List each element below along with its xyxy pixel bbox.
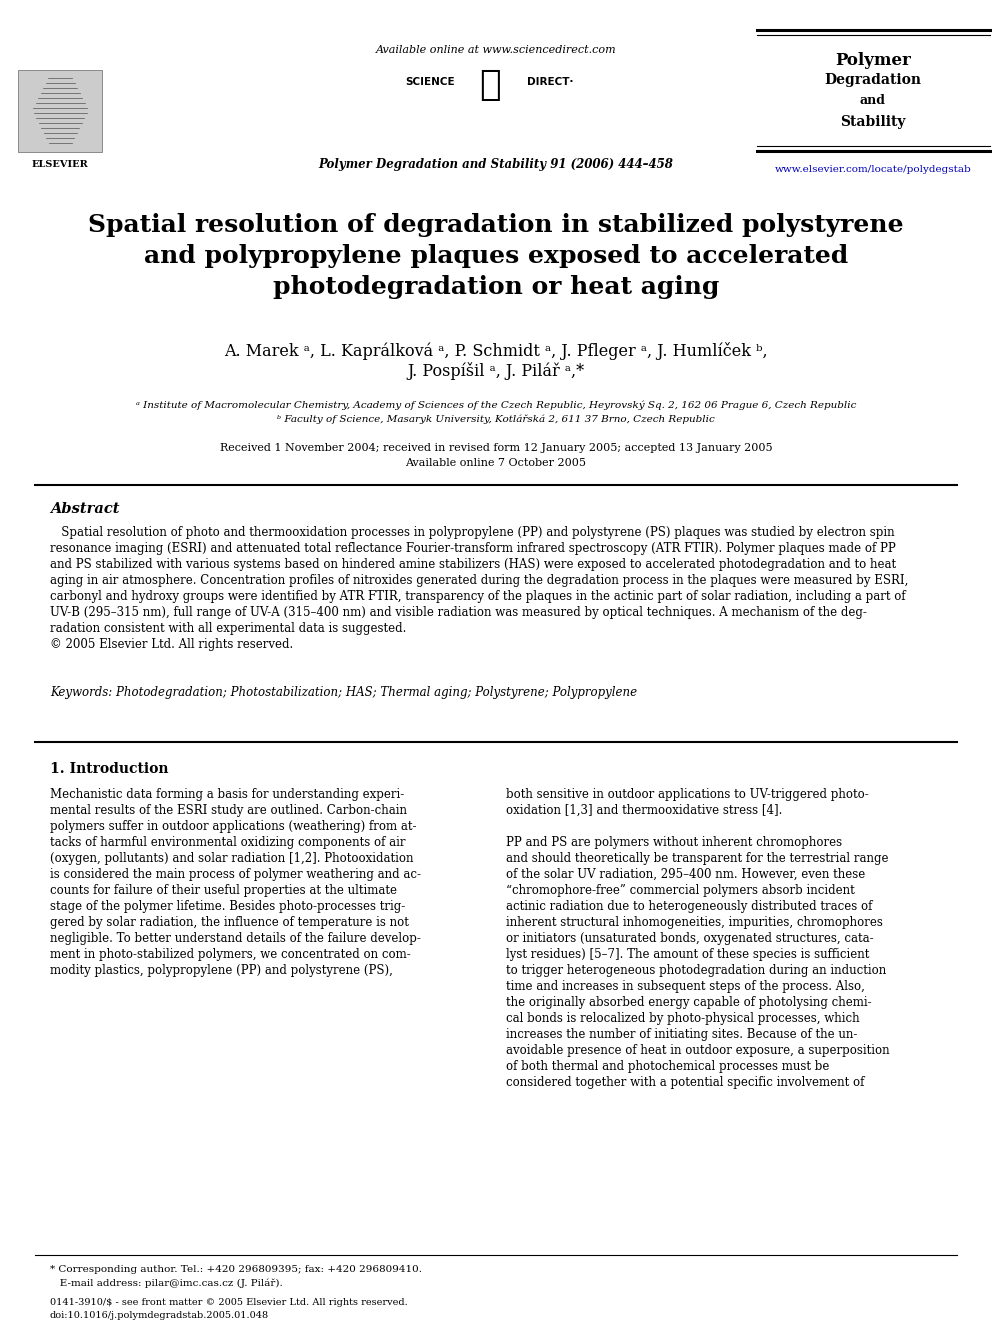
- Text: Degradation: Degradation: [824, 73, 922, 87]
- Text: Polymer Degradation and Stability 91 (2006) 444–458: Polymer Degradation and Stability 91 (20…: [318, 157, 674, 171]
- Text: A. Marek ᵃ, L. Kaprálková ᵃ, P. Schmidt ᵃ, J. Pfleger ᵃ, J. Humlíček ᵇ,: A. Marek ᵃ, L. Kaprálková ᵃ, P. Schmidt …: [224, 343, 768, 360]
- Text: * Corresponding author. Tel.: +420 296809395; fax: +420 296809410.: * Corresponding author. Tel.: +420 29680…: [50, 1265, 422, 1274]
- Text: Stability: Stability: [840, 115, 906, 130]
- Text: DIRECT·: DIRECT·: [527, 77, 573, 87]
- Text: ᵃ Institute of Macromolecular Chemistry, Academy of Sciences of the Czech Republ: ᵃ Institute of Macromolecular Chemistry,…: [136, 400, 856, 410]
- Text: 0141-3910/$ - see front matter © 2005 Elsevier Ltd. All rights reserved.: 0141-3910/$ - see front matter © 2005 El…: [50, 1298, 408, 1307]
- Text: and: and: [860, 94, 886, 107]
- Text: www.elsevier.com/locate/polydegstab: www.elsevier.com/locate/polydegstab: [775, 165, 971, 175]
- Text: both sensitive in outdoor applications to UV-triggered photo-
oxidation [1,3] an: both sensitive in outdoor applications t…: [506, 789, 890, 1089]
- Text: Mechanistic data forming a basis for understanding experi-
mental results of the: Mechanistic data forming a basis for und…: [50, 789, 421, 976]
- Text: Spatial resolution of degradation in stabilized polystyrene
and polypropylene pl: Spatial resolution of degradation in sta…: [88, 213, 904, 299]
- Text: Keywords: Photodegradation; Photostabilization; HAS; Thermal aging; Polystyrene;: Keywords: Photodegradation; Photostabili…: [50, 687, 637, 699]
- Text: ⓐ: ⓐ: [479, 67, 501, 102]
- Text: Polymer: Polymer: [835, 52, 911, 69]
- Text: Spatial resolution of photo and thermooxidation processes in polypropylene (PP) : Spatial resolution of photo and thermoox…: [50, 527, 909, 651]
- Text: E-mail address: pilar@imc.cas.cz (J. Pilář).: E-mail address: pilar@imc.cas.cz (J. Pil…: [50, 1279, 283, 1289]
- Text: Received 1 November 2004; received in revised form 12 January 2005; accepted 13 : Received 1 November 2004; received in re…: [219, 443, 773, 452]
- Text: J. Pospíšil ᵃ, J. Pilář ᵃ,*: J. Pospíšil ᵃ, J. Pilář ᵃ,*: [408, 363, 584, 380]
- Text: Available online at www.sciencedirect.com: Available online at www.sciencedirect.co…: [376, 45, 616, 56]
- Bar: [18, 70, 102, 152]
- Text: 1. Introduction: 1. Introduction: [50, 762, 169, 777]
- Text: Abstract: Abstract: [50, 501, 119, 516]
- Text: Available online 7 October 2005: Available online 7 October 2005: [406, 458, 586, 468]
- Text: ᵇ Faculty of Science, Masaryk University, Kotlářská 2, 611 37 Brno, Czech Republ: ᵇ Faculty of Science, Masaryk University…: [277, 415, 715, 425]
- Text: SCIENCE: SCIENCE: [405, 77, 454, 87]
- Text: doi:10.1016/j.polymdegradstab.2005.01.048: doi:10.1016/j.polymdegradstab.2005.01.04…: [50, 1311, 269, 1320]
- Text: ELSEVIER: ELSEVIER: [32, 160, 88, 169]
